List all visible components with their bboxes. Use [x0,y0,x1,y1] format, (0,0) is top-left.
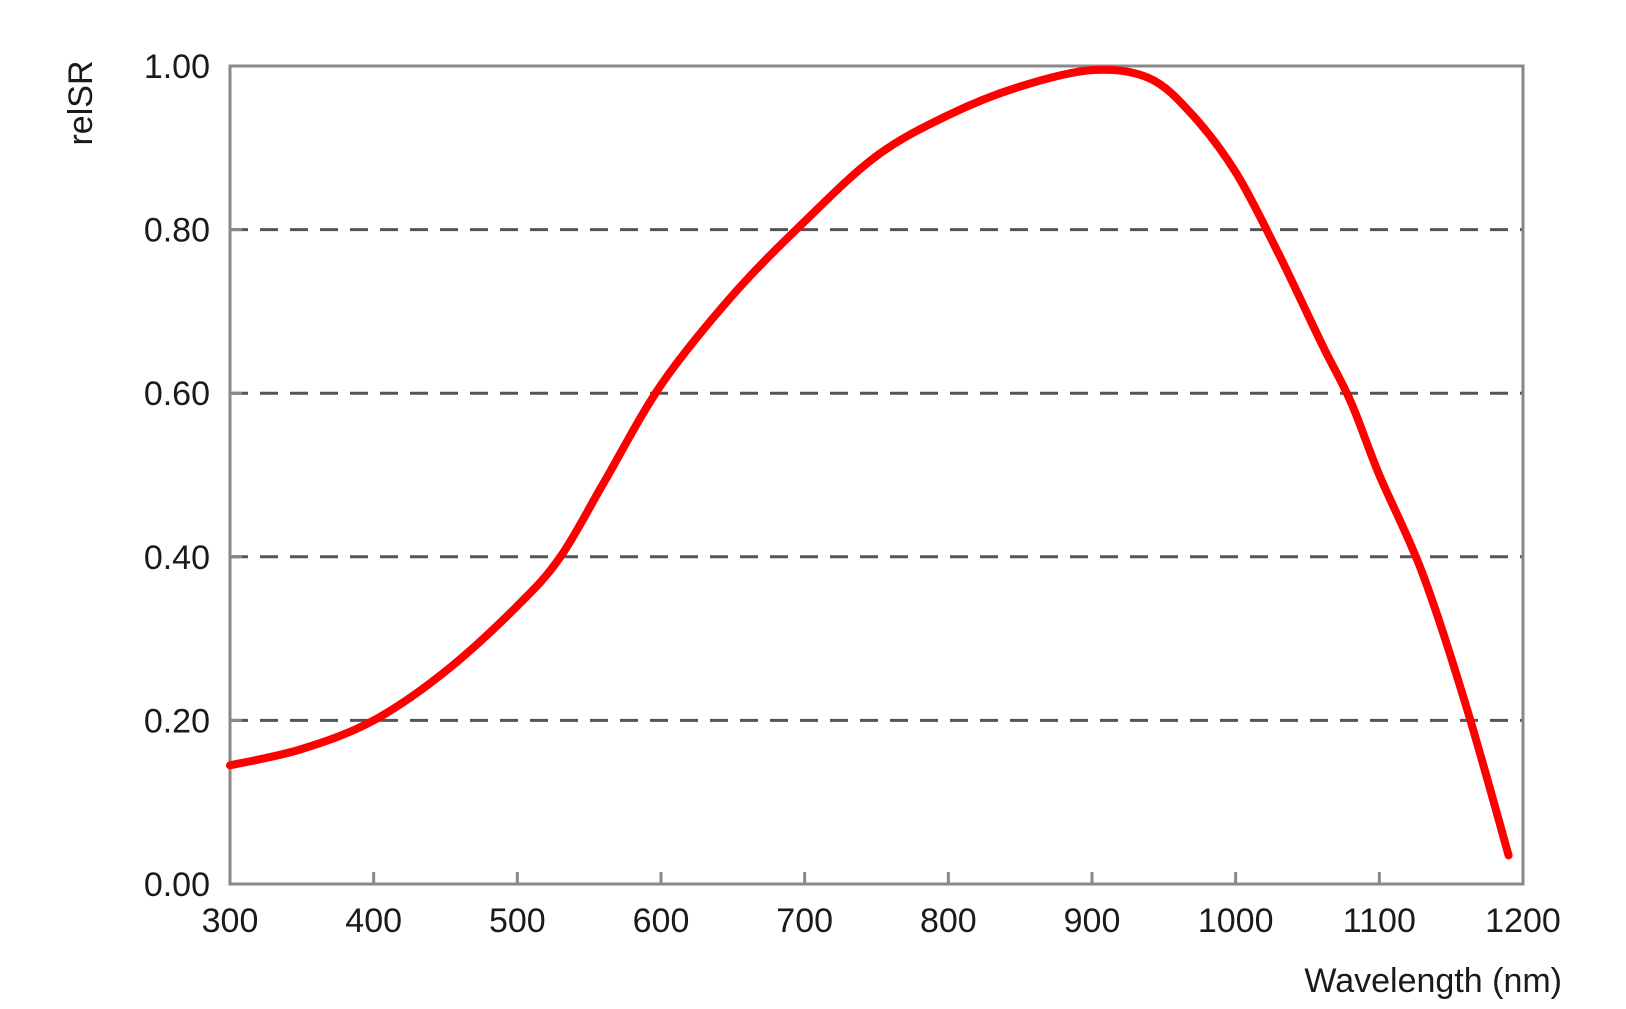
y-tick-label: 0.40 [144,539,210,577]
x-tick-label: 900 [1064,902,1121,940]
x-tick-label: 1000 [1198,902,1274,940]
x-tick-label: 500 [489,902,546,940]
x-tick-label: 1100 [1343,902,1416,940]
x-tick-label: 800 [920,902,977,940]
x-tick-label: 700 [776,902,833,940]
x-tick-label: 300 [202,902,259,940]
y-tick-label: 0.80 [144,212,210,250]
grid-lines [230,228,1523,722]
x-tick-label: 1200 [1485,902,1561,940]
x-tick-label: 400 [345,902,402,940]
y-tick-label: 0.60 [144,375,210,413]
y-axis-label: relSR [62,60,100,145]
series-line [226,65,1513,860]
plot-frame [228,64,1525,886]
y-tick-label: 0.20 [144,702,210,740]
y-tick-label: 1.00 [144,48,210,86]
series-layer [226,65,1513,860]
x-axis-label: Wavelength (nm) [1304,962,1562,1000]
x-tick-label: 600 [633,902,690,940]
y-tick-label: 0.00 [144,866,210,904]
y-axis: 0.00 0.20 0.40 0.60 0.80 1.00 [144,48,242,904]
x-axis: 300 400 500 600 700 800 900 1000 1100 1200 [202,872,1561,940]
